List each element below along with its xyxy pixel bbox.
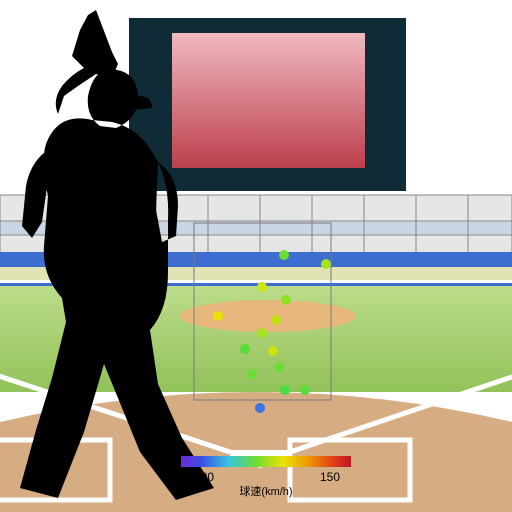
legend-colorbar bbox=[181, 456, 351, 467]
scoreboard-screen bbox=[172, 33, 365, 168]
pitch-marker bbox=[274, 362, 284, 372]
pitch-marker bbox=[268, 346, 278, 356]
pitchers-mound bbox=[180, 300, 356, 332]
pitch-marker bbox=[279, 250, 289, 260]
pitch-marker bbox=[213, 311, 223, 321]
pitch-chart: 100 150 球速(km/h) bbox=[0, 0, 512, 512]
legend-tick-label: 100 bbox=[194, 470, 214, 484]
pitch-marker bbox=[247, 369, 257, 379]
legend-axis-label: 球速(km/h) bbox=[239, 484, 292, 498]
pitch-marker bbox=[255, 403, 265, 413]
legend-tick-label: 150 bbox=[320, 470, 340, 484]
pitch-marker bbox=[280, 385, 290, 395]
pitch-marker bbox=[281, 295, 291, 305]
pitch-marker bbox=[321, 259, 331, 269]
pitch-marker bbox=[257, 282, 267, 292]
pitch-marker bbox=[271, 315, 281, 325]
pitch-marker bbox=[257, 328, 267, 338]
pitch-marker bbox=[300, 385, 310, 395]
pitch-marker bbox=[240, 344, 250, 354]
